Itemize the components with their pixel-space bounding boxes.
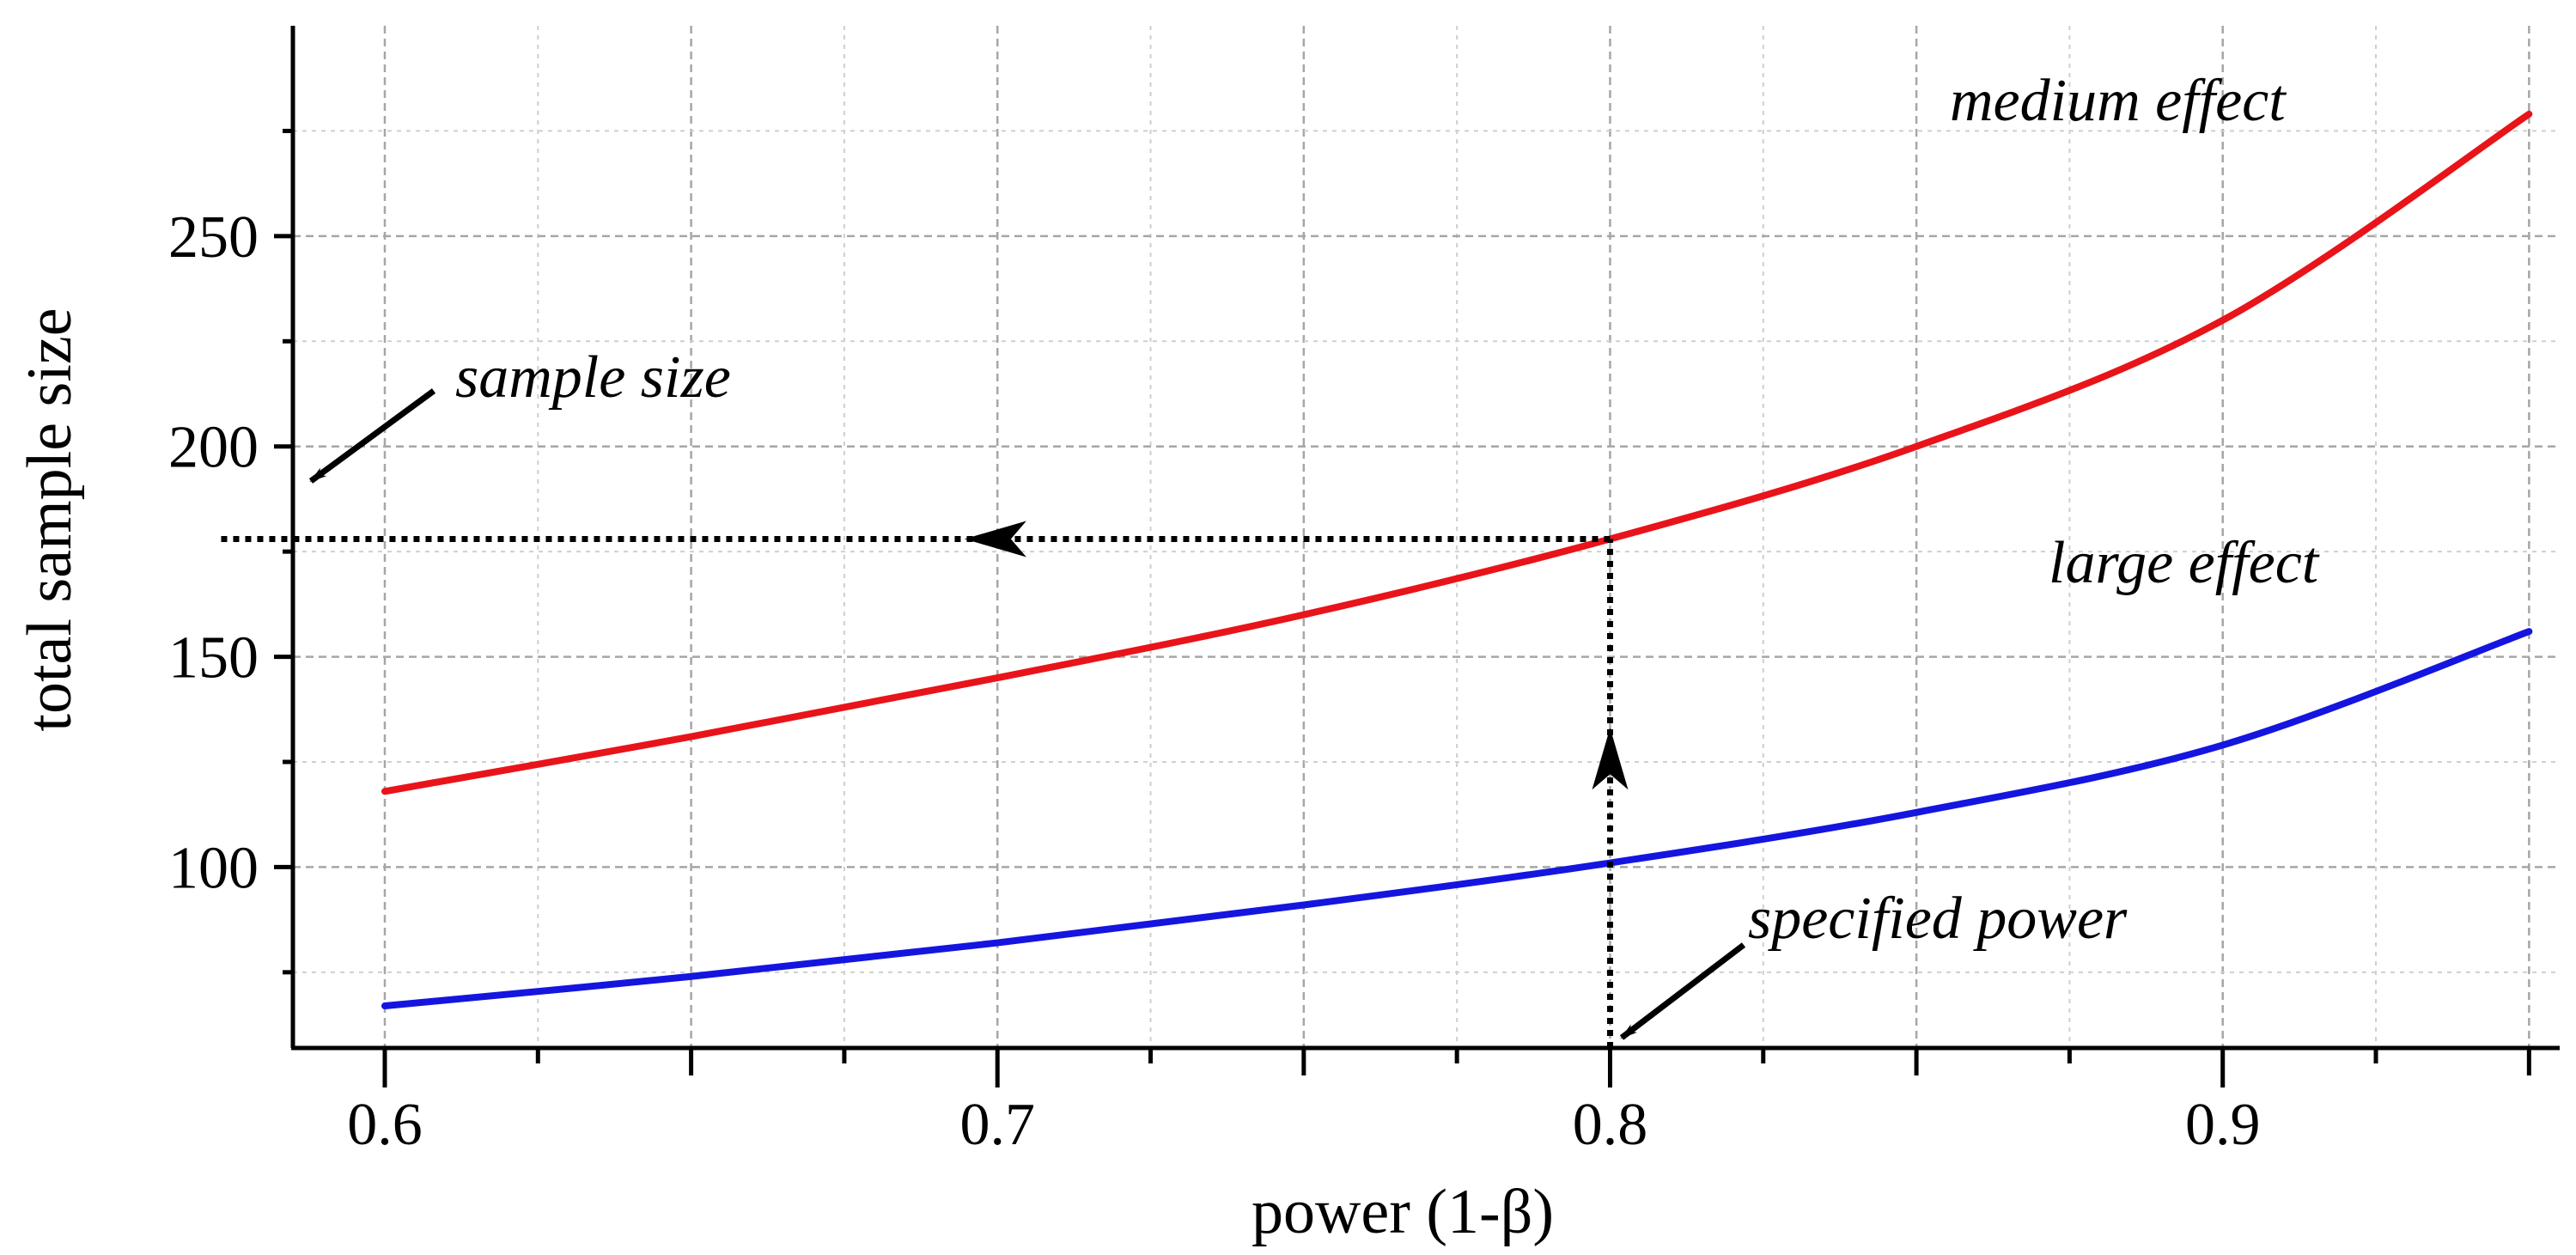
x-tick-label: 0.9 <box>2185 1092 2261 1158</box>
y-tick-label: 250 <box>168 204 259 271</box>
guide-layer <box>219 521 1629 1048</box>
series-line-medium-effect <box>381 110 2533 795</box>
series-line-large-effect <box>381 628 2533 1010</box>
x-tick-label: 0.6 <box>347 1092 423 1158</box>
annotation-medium-effect: medium effect <box>1950 68 2287 134</box>
y-tick-label: 200 <box>168 415 259 481</box>
x-axis-title: power (1-β) <box>1251 1177 1554 1247</box>
axes <box>274 26 2560 1087</box>
series-layer <box>381 110 2533 1010</box>
x-tick-label: 0.8 <box>1573 1092 1648 1158</box>
x-tick-label: 0.7 <box>959 1092 1035 1158</box>
y-tick-label: 150 <box>168 625 259 691</box>
annotation-large-effect: large effect <box>2049 530 2320 596</box>
grid <box>293 26 2560 1048</box>
y-tick-label: 100 <box>168 835 259 901</box>
specified-power-pointer-arrow <box>1619 942 1746 1040</box>
annotation-sample-size: sample size <box>455 344 731 411</box>
y-axis-title: total sample size <box>15 308 85 731</box>
annotation-specified-power: specified power <box>1748 886 2128 952</box>
sample-size-pointer-arrow <box>308 388 436 484</box>
